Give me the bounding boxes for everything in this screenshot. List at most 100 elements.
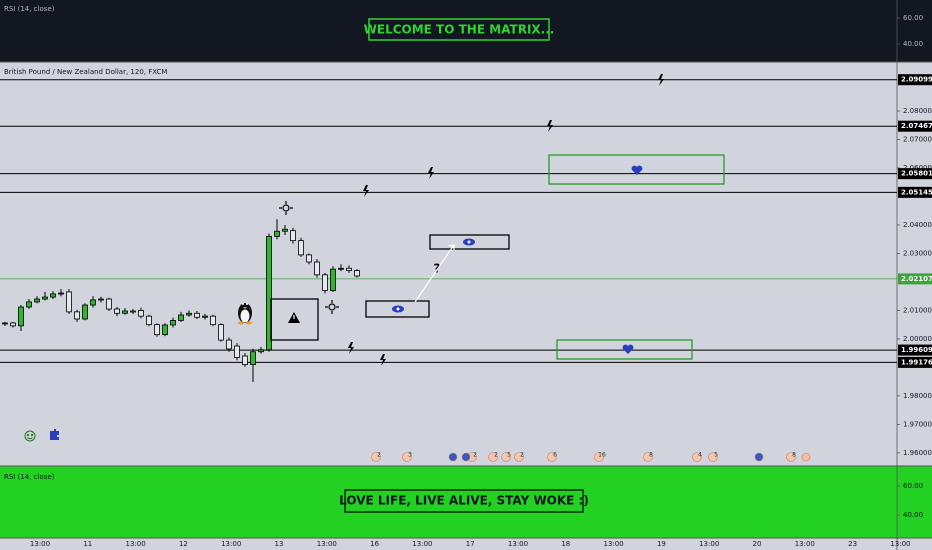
annotation-text: LOVE LIFE, LIVE ALIVE, STAY WOKE :)	[339, 494, 589, 508]
candle-body	[98, 298, 104, 301]
x-tick-label: 13:00	[890, 540, 910, 548]
event-icon	[371, 452, 381, 462]
annotation-box	[368, 18, 550, 41]
candle-body	[50, 293, 56, 298]
candle-body	[258, 349, 264, 353]
level-label-bg	[898, 74, 932, 86]
x-tick-label: 13	[275, 540, 284, 548]
warning-box	[270, 298, 319, 341]
event-icon	[594, 452, 604, 462]
candle-body	[66, 291, 72, 313]
level-label: 2.05145	[901, 188, 932, 196]
y-tick-label: 2.00000	[903, 335, 932, 343]
event-icons	[448, 452, 811, 462]
candle-body	[282, 228, 288, 232]
y-tick-label: 2.01000	[903, 306, 932, 314]
event-label: 2	[377, 452, 381, 459]
x-tick-label: 13:00	[699, 540, 719, 548]
candle-body	[202, 315, 208, 318]
event-label: 4	[698, 452, 702, 459]
x-tick-label: 16	[370, 540, 379, 548]
arrow-head	[448, 244, 455, 250]
event-label: 2	[473, 452, 477, 459]
level-label-bg	[898, 186, 932, 198]
green-box	[548, 154, 725, 185]
x-tick-label: 13:00	[508, 540, 528, 548]
candle-body	[306, 254, 312, 263]
candle-body	[90, 299, 96, 306]
candle-body	[354, 270, 360, 277]
main-pane	[0, 62, 932, 466]
y-tick-label: 2.04000	[903, 221, 932, 229]
candle-body	[138, 310, 144, 317]
candle-body	[346, 267, 352, 271]
event-label: 5	[507, 452, 511, 459]
y-tick-label: 2.03000	[903, 249, 932, 257]
candle-body	[178, 314, 184, 321]
candle-body	[226, 339, 232, 350]
level-label-bg	[898, 356, 932, 368]
candle-body	[314, 261, 320, 276]
annotation-question: ?	[434, 262, 441, 276]
candle-body	[42, 296, 48, 300]
candle-body	[26, 301, 32, 308]
pane-title: RSI (14, close)	[4, 5, 55, 13]
event-icon	[786, 452, 796, 462]
level-label: 1.99176	[901, 358, 932, 366]
x-tick-label: 23	[848, 540, 857, 548]
event-label: 8	[792, 452, 796, 459]
x-tick-label: 13:00	[221, 540, 241, 548]
candle-body	[210, 315, 216, 326]
x-tick-label: 17	[466, 540, 475, 548]
candle-body	[194, 312, 200, 318]
heart-icon	[622, 344, 634, 354]
event-icon	[501, 452, 511, 462]
candle-body	[330, 268, 336, 291]
heart-icon	[631, 165, 643, 175]
lightning-icons	[348, 74, 664, 366]
candle-body	[250, 351, 256, 365]
level-label: 2.09099	[901, 76, 932, 84]
event-label: 3	[408, 452, 412, 459]
candle-body	[162, 324, 168, 336]
event-label: 8	[649, 452, 653, 459]
event-label: 5	[714, 452, 718, 459]
level-label: 1.99609	[901, 346, 932, 354]
x-tick-label: 20	[753, 540, 762, 548]
x-tick-label: 13:00	[795, 540, 815, 548]
candle-body	[18, 306, 24, 327]
drawings	[24, 74, 811, 462]
y-tick-label: 2.06000	[903, 164, 932, 172]
candle-body	[290, 230, 296, 242]
event-icon	[643, 452, 653, 462]
candle-body	[234, 345, 240, 358]
pane-title: RSI (14, close)	[4, 473, 55, 481]
x-tick-label: 18	[561, 540, 570, 548]
price-label: 2.02107	[901, 275, 932, 283]
x-tick-label: 13:00	[30, 540, 50, 548]
candle-body	[106, 298, 112, 310]
price-label-bg	[898, 273, 932, 285]
x-tick-label: 12	[179, 540, 188, 548]
candle-body	[170, 320, 176, 326]
event-label: 2	[520, 452, 524, 459]
y-tick-label: 40.00	[903, 40, 923, 48]
y-tick-label: 60.00	[903, 482, 923, 490]
puzzle-icon	[50, 429, 59, 440]
candle-body	[82, 304, 88, 320]
x-tick-label: 11	[83, 540, 92, 548]
candle-body	[34, 298, 40, 303]
candle-body	[74, 311, 80, 320]
penguin-icon	[238, 303, 252, 325]
move-icon	[279, 201, 339, 314]
candle-body	[274, 230, 280, 237]
event-icon	[692, 452, 702, 462]
pane-title: British Pound / New Zealand Dollar, 120,…	[4, 68, 167, 76]
x-tick-label: 19	[657, 540, 666, 548]
annotation-box	[344, 489, 584, 513]
annotation-text: WELCOME TO THE MATRIX...	[364, 23, 555, 37]
candle-body	[114, 308, 120, 314]
x-tick-label: 13:00	[412, 540, 432, 548]
smiley-icon	[24, 430, 36, 442]
